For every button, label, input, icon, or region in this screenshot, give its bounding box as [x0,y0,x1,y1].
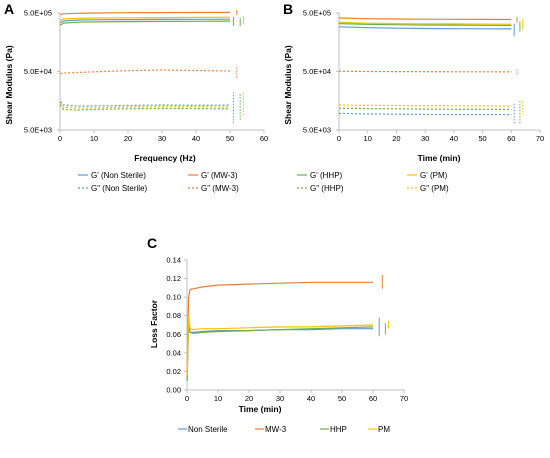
panel-b-x-tick-label: 40 [450,134,458,143]
panel-b-x-tick-label: 30 [421,134,429,143]
panel-b-y-tick-label: 5.0E+04 [303,67,331,76]
panel-b-letter: B [283,1,293,17]
panel-b-series-line [338,112,512,116]
panel-b-y-tick-label: 5.0E+05 [303,9,331,18]
panel-c-x-tick-label: 40 [307,394,315,403]
panel-a-series-line [60,16,231,21]
panel-b-series-line [338,70,512,73]
panel-c-x-tick-label: 10 [214,394,222,403]
panel-b-series-line [338,23,512,26]
panel-b-y-axis-title: Shear Modulus (Pa) [283,45,293,125]
legend-label: G' (HHP) [310,171,343,180]
legend-label: G" (PM) [420,184,449,193]
legend-label: MW-3 [265,425,287,434]
panel-c-series-line [186,320,374,381]
panel-c-y-tick-label: 0.12 [166,274,181,283]
panel-c-chart: C 0.00 0.02 0.04 0.06 0.08 0.10 0.12 0.14 0 10 20 3… [147,235,408,414]
panel-b-x-tick-label: 70 [536,134,544,143]
legend-label: PM [378,425,390,434]
panel-a-y-tick-label: 5.0E+05 [24,9,52,18]
panel-c-y-tick-label: 0.06 [166,330,181,339]
panel-b-x-tick-label: 10 [364,134,372,143]
panel-c-x-tick-label: 50 [338,394,346,403]
panel-a-y-tick-label: 5.0E+04 [24,67,52,76]
panel-b-series-line [338,17,512,21]
legend-top: G' (Non Sterile) G' (MW-3) G' (HHP) G' (PM)… [78,171,449,193]
panel-b-x-tick-label: 50 [478,134,486,143]
panel-a-x-tick-label: 10 [90,134,98,143]
panel-a-series-line [60,11,231,16]
panel-a-letter: A [4,1,14,17]
panel-c-x-tick-label: 60 [369,394,377,403]
panel-a-x-tick-label: 0 [58,134,62,143]
panel-b-x-axis-title: Time (min) [418,153,461,163]
panel-c-y-tick-label: 0.02 [166,367,181,376]
panel-c-x-tick-label: 30 [276,394,284,403]
panel-a-series-line [59,20,231,26]
panel-c-x-axis-title: Time (min) [239,404,282,414]
panel-a-x-tick-label: 40 [192,134,200,143]
panel-a-x-axis-title: Frequency (Hz) [134,153,196,163]
panel-b-y-tick-label: 5.0E+03 [303,126,331,135]
panel-c-series-line [186,281,373,372]
panel-c-series-line [186,324,373,381]
panel-c-series-line [186,315,374,377]
panel-c-y-tick-label: 0.14 [166,256,181,265]
legend-label: Non Sterile [188,425,228,434]
panel-c-x-tick-label: 20 [245,394,253,403]
panel-b-x-tick-label: 0 [337,134,341,143]
legend-bottom: Non Sterile MW-3 HHP PM [178,425,390,434]
panel-b-chart: B 5.0E+03 5.0E+04 5.0E+05 0 10 20 30 40 50 60 70 T… [283,1,544,163]
panel-a-series-line [59,18,231,24]
legend-label: HHP [330,425,347,434]
legend-label: G" (MW-3) [201,184,239,193]
panel-a-x-tick-label: 60 [260,134,268,143]
panel-a-x-tick-label: 30 [158,134,166,143]
panel-c-x-tick-label: 0 [185,394,189,403]
legend-label: G' (PM) [420,171,448,180]
panel-c-y-tick-label: 0.08 [166,311,181,320]
panel-a-y-axis-title: Shear Modulus (Pa) [4,45,14,125]
panel-a-series-line [59,100,231,107]
panel-b-series-line [338,104,512,107]
panel-b-x-tick-label: 20 [392,134,400,143]
legend-label: G' (Non Sterile) [91,171,146,180]
panel-c-y-tick-label: 0.04 [166,348,181,357]
panel-c-y-tick-label: 0.00 [166,386,181,395]
panel-b-series-line [338,26,512,30]
panel-a-series-line [59,102,231,109]
panel-a-x-tick-label: 50 [226,134,234,143]
panel-c-letter: C [147,235,157,251]
panel-b-x-tick-label: 60 [507,134,515,143]
panel-c-x-tick-label: 70 [400,394,408,403]
panel-b-series-line [338,107,512,110]
panel-b-series-line [338,21,512,25]
legend-label: G" (HHP) [310,184,344,193]
panel-a-x-tick-label: 20 [124,134,132,143]
panel-a-series-line [60,69,231,75]
panel-a-chart: A 5.0E+03 5.0E+04 5.0E+05 0 10 20 30 40 50 60 Fre… [4,1,268,163]
legend-label: G' (MW-3) [201,171,238,180]
panel-c-y-axis-title: Loss Factor [149,299,159,348]
legend-label: G" (Non Sterile) [91,184,148,193]
panel-c-y-tick-label: 0.10 [166,293,181,302]
panel-a-series-line [59,104,231,111]
panel-a-y-tick-label: 5.0E+03 [24,126,52,135]
